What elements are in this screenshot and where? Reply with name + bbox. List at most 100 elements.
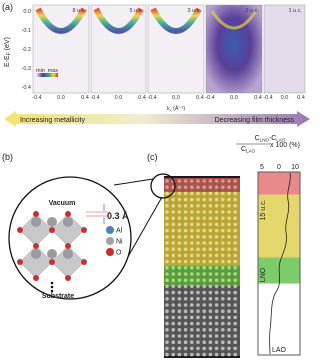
atom-column [221,191,225,196]
panel-label: (a) [2,2,13,12]
atom-column [190,309,194,314]
atom-column [190,210,194,214]
atom-column [214,309,219,314]
atom-column [183,204,188,208]
atom-column [233,334,237,338]
atom-column [171,303,175,307]
atom-column [196,278,200,283]
atom-column [190,334,194,338]
atom-column [183,272,188,276]
atom-column [202,340,206,345]
atom-column [183,222,188,227]
atom-column [196,297,200,301]
atom-column [177,346,182,351]
atom-column [208,266,213,270]
atom-column [183,259,188,264]
stem-region [164,286,240,356]
atom-column [202,241,206,245]
atom-column [171,309,175,314]
atom-column [233,315,237,320]
atom-column [233,259,237,264]
x-tick-label: -0.4 [205,95,214,101]
legend-label: O [116,250,122,257]
x-axis-label: kx (Å⁻¹) [167,105,186,113]
atom-column [227,303,231,307]
atom-column [233,253,237,258]
atom-column [202,278,206,283]
atom-column [165,247,169,251]
atom-column [233,321,237,326]
atom-column [233,297,237,301]
atom-column [165,321,169,326]
atom-column [221,278,225,283]
atom-column [171,290,175,295]
atom-column [214,259,219,264]
atom-column [183,210,188,214]
atom-column [196,204,200,208]
legend-swatch [106,226,114,234]
atom-column [221,204,225,208]
atom-column [183,297,188,301]
atom-column [177,266,182,270]
atom-column [233,228,237,233]
atom-column [183,321,188,326]
atom-column [183,235,188,239]
atom-column [227,290,231,295]
legend-swatch [106,237,114,245]
atom-column [196,272,200,276]
atom-column [202,328,206,332]
vacuum-label: Vacuum [49,200,76,207]
y-axis-label: E-EF (eV) [4,37,13,67]
atom-column [208,179,213,183]
atom-column [171,346,175,351]
atom-column [221,309,225,314]
y-tick-label: -0.4 [22,85,31,91]
atom-column [233,247,237,251]
atom-column [208,278,213,283]
atom-column [165,216,169,220]
atom-column [177,321,182,326]
atom-column [233,241,237,245]
atom-column [190,328,194,332]
region-label: LAO [272,347,287,354]
arrow-right-text: Decreasing film thickness [215,117,295,124]
atom-column [171,241,175,245]
atom-column [165,328,169,332]
formula-part: LNO [260,138,270,143]
x-tick-label: -0.4 [32,95,41,101]
stem-region [164,178,240,192]
atom-column [177,303,182,307]
atom-column [214,346,219,351]
atom-column [190,197,194,202]
region-label: LNO [260,267,267,282]
atom-column [190,228,194,233]
atom-column [171,328,175,332]
atom-column [202,259,206,264]
atom-column [208,340,213,345]
atom-column [227,247,231,251]
atom-column [196,235,200,239]
atom-column [214,210,219,214]
atom-column [214,191,219,196]
atom-column [208,241,213,245]
atom-column [165,222,169,227]
dispersion-band [93,7,144,34]
atom-column [177,328,182,332]
atom-column [190,346,194,351]
atom-column [221,253,225,258]
atom-column [165,315,169,320]
atom-column [177,272,182,276]
atom-column [233,303,237,307]
atom-column [214,334,219,338]
atom-column [233,290,237,295]
atom-column [221,197,225,202]
panel-label: (b) [2,152,13,162]
atom-column [165,228,169,233]
arpes-panel [263,4,306,94]
atom-column [165,309,169,314]
atom-column [165,235,169,239]
atom-column [227,185,231,189]
region-label: 15 u.c. [260,199,267,220]
atom-column [227,321,231,326]
atom-column [196,309,200,314]
